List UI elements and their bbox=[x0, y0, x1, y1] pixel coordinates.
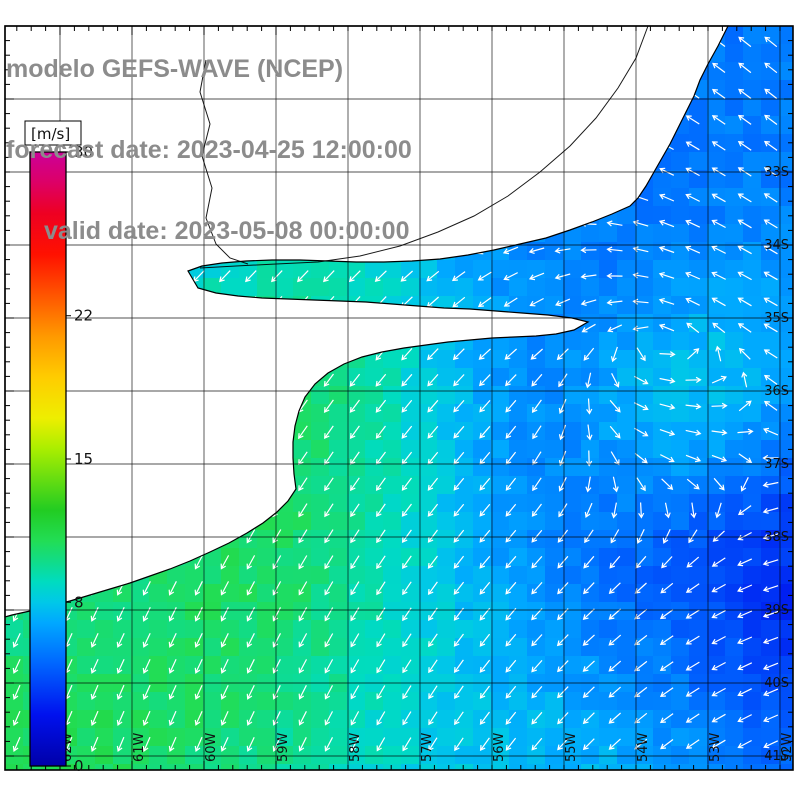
latlon-grid bbox=[5, 26, 793, 770]
lon-label: 52W bbox=[780, 732, 795, 762]
lat-label: 37S bbox=[764, 457, 789, 472]
lon-label: 53W bbox=[708, 732, 723, 762]
lon-label: 55W bbox=[564, 732, 579, 762]
lat-label: 39S bbox=[764, 603, 789, 618]
land-mass bbox=[5, 26, 728, 617]
colorbar-tick-label: 0 bbox=[74, 757, 84, 775]
valid-date: valid date: 2023-05-08 00:00:00 bbox=[44, 217, 410, 245]
forecast-date: forecast date: 2023-04-25 12:00:00 bbox=[6, 136, 412, 164]
lat-label: 38S bbox=[764, 530, 789, 545]
colorbar-tick-label: 22 bbox=[74, 307, 93, 325]
lat-label: 36S bbox=[764, 384, 789, 399]
model-title: modelo GEFS-WAVE (NCEP) bbox=[6, 55, 344, 83]
lon-label: 59W bbox=[276, 732, 291, 762]
colorbar-unit-box bbox=[24, 120, 82, 146]
colorbar-gradient bbox=[29, 151, 67, 767]
colorbar-tick-label: 30 bbox=[74, 143, 93, 161]
lat-label: 34S bbox=[764, 238, 789, 253]
lon-label: 54W bbox=[636, 732, 651, 762]
lon-label: 57W bbox=[420, 732, 435, 762]
lon-label: 61W bbox=[132, 732, 147, 762]
lon-label: 58W bbox=[348, 732, 363, 762]
colorbar: 30 22 15 8 0 [m/s] bbox=[24, 120, 93, 775]
lon-label: 56W bbox=[492, 732, 507, 762]
lon-label: 60W bbox=[204, 732, 219, 762]
lat-label: 33S bbox=[764, 165, 789, 180]
lat-label: 35S bbox=[764, 311, 789, 326]
colorbar-tick-label: 8 bbox=[74, 593, 84, 611]
lat-label: 41S bbox=[764, 749, 789, 764]
lat-label: 40S bbox=[764, 676, 789, 691]
colorbar-unit-label: [m/s] bbox=[31, 125, 70, 143]
map-title-block: modelo GEFS-WAVE (NCEP) forecast date: 2… bbox=[6, 2, 412, 299]
river-border-lines bbox=[199, 25, 649, 269]
axis-labels: 62W 61W 60W 59W 58W 57W 56W 55W 54W 53W 52W33S34S3… bbox=[60, 165, 795, 764]
colorbar-tick-label: 15 bbox=[74, 450, 93, 468]
map-frame bbox=[4, 25, 794, 771]
coastline bbox=[4, 25, 729, 618]
